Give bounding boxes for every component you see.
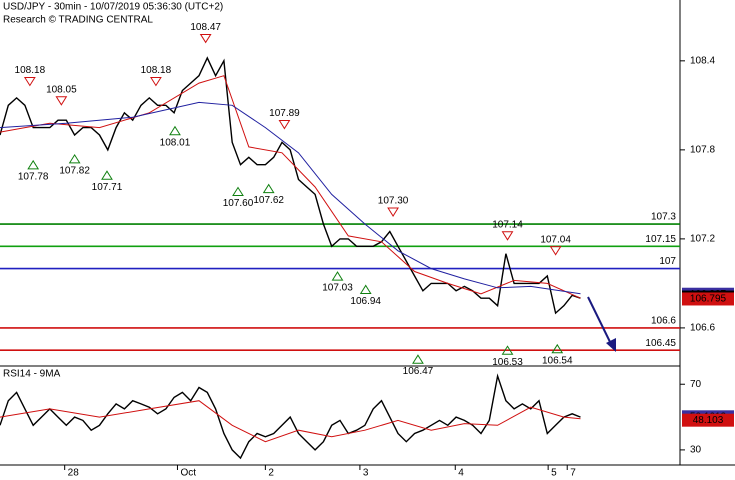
series-line <box>0 75 581 299</box>
pivot-marker <box>387 207 399 217</box>
x-tick-label: 28 <box>68 468 80 479</box>
pivot-marker <box>232 186 244 197</box>
pivot-marker <box>331 271 344 281</box>
pivot-marker <box>68 153 81 164</box>
pivot-marker <box>169 125 181 136</box>
pivot-marker <box>27 159 40 170</box>
pivot-label: 107.30 <box>378 196 409 207</box>
pivot-marker <box>551 343 564 354</box>
pivot-label: 107.62 <box>253 195 284 206</box>
series-line <box>0 373 581 460</box>
value-tag <box>682 413 734 427</box>
pivot-marker <box>501 231 514 241</box>
y-tick-label: 70 <box>690 379 702 390</box>
y-tick-label: 108.4 <box>690 55 715 66</box>
level-label: 107.15 <box>645 234 676 245</box>
y-tick-label: 107.8 <box>690 144 715 155</box>
x-tick-label: 5 <box>551 468 557 479</box>
pivot-label: 108.18 <box>141 65 172 76</box>
pivot-marker <box>359 284 372 294</box>
x-tick-label: 4 <box>458 468 464 479</box>
pivot-marker <box>23 76 36 87</box>
level-label: 107 <box>659 256 676 267</box>
pivot-label: 108.18 <box>15 65 46 76</box>
rsi-panel: 703050.161248.103 <box>0 373 734 460</box>
pivot-marker <box>101 170 113 180</box>
x-tick-label: 7 <box>570 468 576 479</box>
pivot-marker <box>149 76 162 87</box>
pivot-label: 106.54 <box>542 355 573 366</box>
pivot-marker <box>549 246 562 256</box>
y-tick-label: 107.2 <box>690 234 715 245</box>
level-label: 106.45 <box>645 338 676 349</box>
pivot-marker <box>278 120 291 130</box>
series-line <box>0 400 581 443</box>
pivot-label: 106.53 <box>492 357 523 368</box>
rsi-title: RSI14 - 9MA <box>3 369 61 380</box>
forecast-arrowhead <box>606 338 616 352</box>
pivot-label: 107.04 <box>540 234 571 245</box>
pivot-marker <box>501 345 514 355</box>
pivot-label: 107.82 <box>59 166 90 177</box>
pivot-marker <box>262 183 275 194</box>
x-tick-label: 2 <box>268 468 274 479</box>
value-tag-label: 106.795 <box>690 294 727 305</box>
pivot-label: 107.71 <box>92 182 123 193</box>
pivot-label: 106.94 <box>350 296 381 307</box>
series-line <box>0 56 581 315</box>
chart-title: USD/JPY - 30min - 10/07/2019 05:36:30 (U… <box>3 2 223 13</box>
pivot-label: 107.03 <box>322 283 353 294</box>
price-panel: 108.4 107.8 107.2 106.6 107.3 107.15 107 106.6 1… <box>0 22 734 377</box>
pivot-label: 107.89 <box>269 108 300 119</box>
pivot-label: 108.01 <box>160 137 191 148</box>
x-tick-label: Oct <box>180 468 196 479</box>
pivot-label: 108.05 <box>46 84 77 95</box>
x-tick-label: 3 <box>363 468 369 479</box>
pivot-label: 107.78 <box>18 171 49 182</box>
chart-subtitle: Research © TRADING CENTRAL <box>3 15 153 26</box>
pivot-label: 108.47 <box>190 22 221 33</box>
pivot-marker <box>55 96 68 106</box>
y-tick-label: 30 <box>690 445 702 456</box>
forecast-arrow <box>587 296 613 347</box>
pivot-label: 107.14 <box>492 219 523 230</box>
level-label: 106.6 <box>651 316 676 327</box>
pivot-marker <box>199 33 212 44</box>
value-tag <box>682 292 734 306</box>
series-line <box>0 101 581 295</box>
pivot-label: 107.60 <box>223 198 254 209</box>
level-label: 107.3 <box>651 212 676 223</box>
pivot-label: 106.47 <box>403 366 434 377</box>
value-tag-label: 48.103 <box>693 415 724 426</box>
y-tick-label: 106.6 <box>690 323 715 334</box>
pivot-marker <box>412 354 424 364</box>
